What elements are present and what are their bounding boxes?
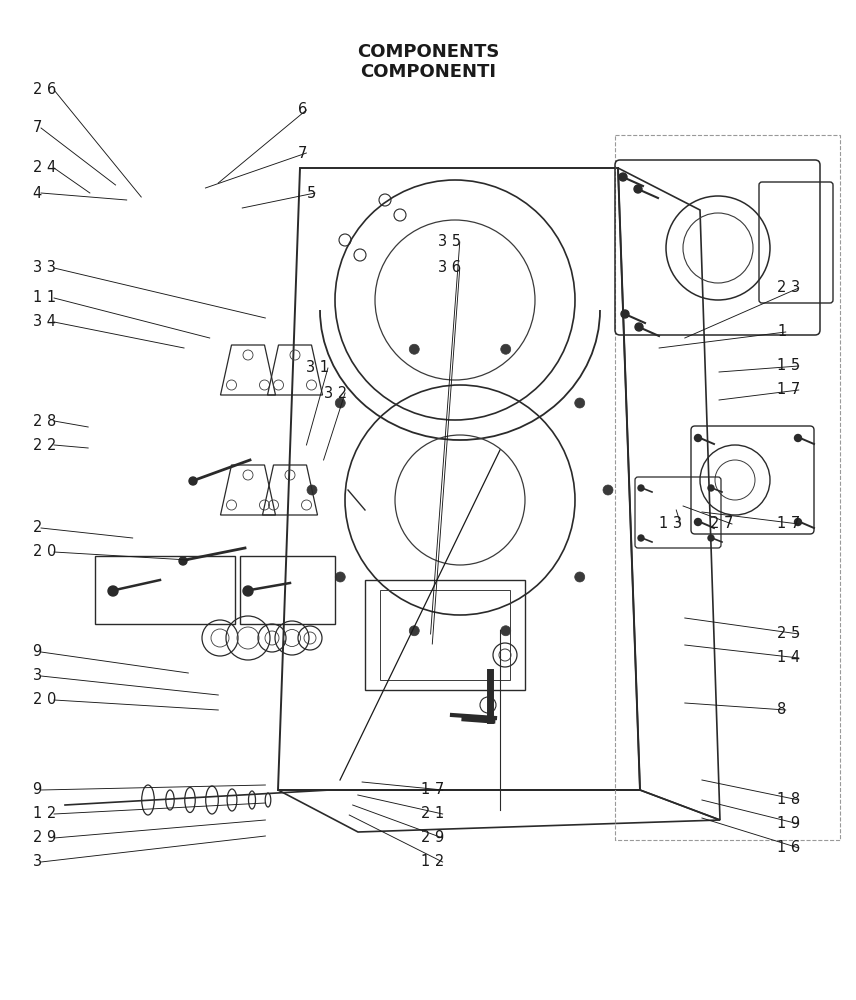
Text: 2 0: 2 0 [33,692,56,708]
Text: 1 3: 1 3 [659,516,682,532]
Text: 1 2: 1 2 [33,806,56,822]
Circle shape [179,557,187,565]
Text: 1 6: 1 6 [777,840,800,856]
Text: 5: 5 [306,186,316,200]
Circle shape [409,626,419,636]
Text: 3 1: 3 1 [306,360,330,375]
Text: 2: 2 [33,520,42,536]
Bar [95,556,235,624]
Text: 7: 7 [298,145,307,160]
Circle shape [603,485,613,495]
Text: 1 7: 1 7 [777,382,800,397]
Circle shape [574,572,585,582]
Circle shape [708,535,714,541]
Text: 9: 9 [33,782,42,798]
Text: 2 5: 2 5 [777,626,800,642]
Text: 3: 3 [33,668,42,684]
Text: 3 3: 3 3 [33,260,56,275]
Text: COMPONENTI: COMPONENTI [360,63,496,81]
Text: 9: 9 [33,645,42,660]
Text: 1 7: 1 7 [777,516,800,532]
Text: 1 9: 1 9 [777,816,800,832]
Text: 2 1: 2 1 [421,806,444,822]
Bar [240,556,335,624]
Text: 1 7: 1 7 [421,782,444,798]
Text: 1: 1 [777,324,787,340]
Text: 3: 3 [33,854,42,869]
Circle shape [794,434,801,442]
Text: 8: 8 [777,702,787,718]
Text: 2 0: 2 0 [33,544,56,560]
Bar [380,590,510,680]
Circle shape [634,185,642,193]
Circle shape [336,572,345,582]
Bar [365,580,525,690]
Circle shape [336,398,345,408]
Circle shape [694,518,702,526]
Circle shape [501,626,511,636]
Text: 2 2: 2 2 [33,438,56,452]
Text: 3 4: 3 4 [33,314,56,330]
Circle shape [635,323,643,331]
Circle shape [574,398,585,408]
Text: 2 9: 2 9 [421,830,444,846]
Text: 2 8: 2 8 [33,414,56,428]
Text: 2 6: 2 6 [33,83,56,98]
Text: 2 7: 2 7 [710,516,734,532]
Circle shape [694,434,702,442]
Circle shape [189,477,197,485]
Text: 1 2: 1 2 [421,854,444,869]
Circle shape [108,586,118,596]
Circle shape [794,518,801,526]
Text: 1 4: 1 4 [777,650,800,666]
Text: 1 5: 1 5 [777,359,800,373]
Text: 3 6: 3 6 [438,260,461,275]
Circle shape [708,485,714,491]
Text: COMPONENTS: COMPONENTS [357,43,499,61]
Circle shape [409,344,419,354]
Text: 3 2: 3 2 [324,385,347,400]
Circle shape [638,535,644,541]
Circle shape [307,485,317,495]
Text: 4: 4 [33,186,42,200]
Circle shape [638,485,644,491]
Text: 1 8: 1 8 [777,792,800,808]
Circle shape [243,586,253,596]
Circle shape [621,310,629,318]
Circle shape [619,173,627,181]
Text: 7: 7 [33,120,42,135]
Circle shape [501,344,511,354]
Text: 6: 6 [298,103,307,117]
Text: 2 4: 2 4 [33,160,56,176]
Text: 1 1: 1 1 [33,290,56,306]
Text: 2 9: 2 9 [33,830,56,846]
Text: 3 5: 3 5 [438,234,461,249]
Text: 2 3: 2 3 [777,280,800,296]
